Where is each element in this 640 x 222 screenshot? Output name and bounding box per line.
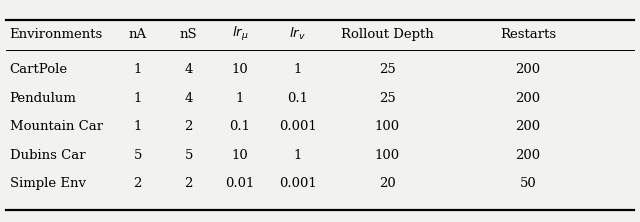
- Text: 10: 10: [232, 149, 248, 162]
- Text: 10: 10: [232, 63, 248, 76]
- Text: 1: 1: [133, 92, 142, 105]
- Text: 25: 25: [379, 63, 396, 76]
- Text: 5: 5: [133, 149, 142, 162]
- Text: Mountain Car: Mountain Car: [10, 120, 103, 133]
- Text: Rollout Depth: Rollout Depth: [341, 28, 433, 41]
- Text: 0.001: 0.001: [279, 177, 316, 190]
- Text: $lr_{\mu}$: $lr_{\mu}$: [232, 25, 248, 44]
- Text: 100: 100: [374, 149, 400, 162]
- Text: 200: 200: [515, 120, 541, 133]
- Text: 4: 4: [184, 63, 193, 76]
- Text: 5: 5: [184, 149, 193, 162]
- Text: Simple Env: Simple Env: [10, 177, 86, 190]
- Text: 0.1: 0.1: [230, 120, 250, 133]
- Text: 1: 1: [236, 92, 244, 105]
- Text: 1: 1: [293, 63, 302, 76]
- Text: 4: 4: [184, 92, 193, 105]
- Text: 200: 200: [515, 149, 541, 162]
- Text: Restarts: Restarts: [500, 28, 556, 41]
- Text: 1: 1: [133, 120, 142, 133]
- Text: 200: 200: [515, 63, 541, 76]
- Text: CartPole: CartPole: [10, 63, 68, 76]
- Text: 100: 100: [374, 120, 400, 133]
- Text: 1: 1: [293, 149, 302, 162]
- Text: Environments: Environments: [10, 28, 103, 41]
- Text: 25: 25: [379, 92, 396, 105]
- Text: $lr_{v}$: $lr_{v}$: [289, 26, 306, 42]
- Text: Pendulum: Pendulum: [10, 92, 76, 105]
- Text: 0.01: 0.01: [225, 177, 255, 190]
- Text: 0.001: 0.001: [279, 120, 316, 133]
- Text: nA: nA: [129, 28, 147, 41]
- Text: 2: 2: [184, 177, 193, 190]
- Text: 200: 200: [515, 92, 541, 105]
- Text: 2: 2: [133, 177, 142, 190]
- Text: 0.1: 0.1: [287, 92, 308, 105]
- Text: 2: 2: [184, 120, 193, 133]
- Text: 20: 20: [379, 177, 396, 190]
- Text: nS: nS: [180, 28, 198, 41]
- Text: 1: 1: [133, 63, 142, 76]
- Text: Dubins Car: Dubins Car: [10, 149, 85, 162]
- Text: 50: 50: [520, 177, 536, 190]
